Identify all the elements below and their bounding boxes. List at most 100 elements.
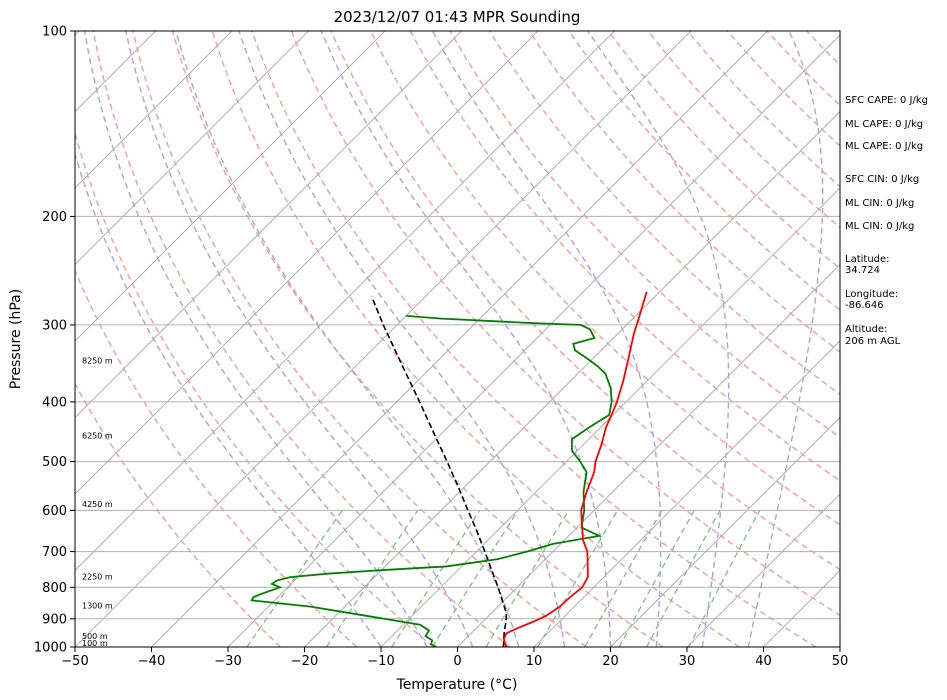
x-tick-label: 40: [755, 654, 772, 669]
height-label: 1300 m: [82, 602, 113, 611]
mixing-ratio-line: [688, 510, 761, 647]
info-longitude-label: Longitude:: [845, 289, 898, 300]
dry-adiabat: [75, 382, 281, 647]
info-ml-cin: ML CIN: 0 J/kg: [845, 198, 914, 209]
isotherm: [75, 31, 309, 266]
dry-adiabat: [647, 31, 840, 229]
height-label: 6250 m: [82, 431, 113, 440]
mixing-ratio-line: [431, 509, 519, 647]
mixing-ratio-line: [646, 510, 721, 647]
isotherm: [75, 31, 539, 495]
x-tick-label: 30: [679, 654, 696, 669]
info-panel: SFC CAPE: 0 J/kg ML CAPE: 0 J/kg ML CAPE…: [845, 95, 928, 347]
mixing-ratio-line: [537, 510, 619, 647]
x-tick-label: −10: [367, 654, 394, 669]
isotherm: [380, 187, 840, 647]
x-tick-label: 50: [832, 654, 849, 669]
dry-adiabat: [290, 31, 840, 617]
info-sfc-cin: SFC CIN: 0 J/kg: [845, 174, 919, 185]
info-sfc-cape: SFC CAPE: 0 J/kg: [845, 95, 928, 106]
y-tick-label: 100: [42, 25, 67, 40]
y-tick-label: 900: [42, 612, 67, 627]
height-label: 100 m: [82, 639, 108, 648]
moist-adiabat: [238, 31, 566, 647]
mixing-ratio-line: [325, 509, 419, 647]
y-tick-label: 700: [42, 545, 67, 560]
mixing-ratio-line: [391, 509, 481, 647]
isotherm: [533, 340, 840, 647]
chart-title: 2023/12/07 01:43 MPR Sounding: [334, 8, 581, 26]
isotherm: [610, 416, 840, 647]
moist-adiabat: [747, 31, 824, 647]
sounding-lines: [250, 291, 648, 647]
info-latitude-value: 34.724: [845, 265, 880, 276]
dry-adiabat: [528, 31, 840, 353]
y-tick-label: 1000: [34, 641, 67, 656]
x-tick-label: 10: [526, 654, 543, 669]
x-axis-label: Temperature (°C): [396, 677, 518, 693]
x-tick-label: −50: [61, 654, 88, 669]
y-tick-label: 200: [42, 210, 67, 225]
info-altitude-value: 206 m AGL: [845, 336, 901, 347]
x-tick-label: −20: [291, 654, 318, 669]
isotherm: [75, 31, 615, 572]
isotherm: [227, 34, 840, 647]
dry-adiabat: [370, 31, 840, 526]
y-tick-label: 400: [42, 395, 67, 410]
x-tick-label: −30: [214, 654, 241, 669]
y-tick-label: 600: [42, 504, 67, 519]
dry-adiabat: [607, 31, 840, 270]
y-tick-label: 500: [42, 455, 67, 470]
moist-adiabat: [587, 31, 730, 647]
info-ml-cin-2: ML CIN: 0 J/kg: [845, 221, 914, 232]
moist-adiabat: [320, 31, 612, 647]
dry-adiabat: [75, 130, 434, 647]
height-label: 2250 m: [82, 573, 113, 582]
y-tick-label: 800: [42, 581, 67, 596]
height-label: 4250 m: [82, 500, 113, 509]
dry-adiabat: [409, 31, 840, 482]
isotherm: [75, 31, 233, 189]
dry-adiabat: [489, 31, 840, 396]
mixing-ratio-line: [584, 510, 663, 647]
isotherm: [75, 31, 692, 647]
x-axis: −50 −40 −30 −20 −10 0 10 20 30 40 50: [61, 647, 848, 669]
mixing-ratio-line: [246, 509, 343, 647]
parcel-profile-line: [370, 296, 508, 647]
dewpoint-line: [250, 314, 613, 647]
x-tick-label: 0: [453, 654, 461, 669]
moist-adiabat: [125, 31, 474, 647]
dry-adiabat: [330, 31, 840, 571]
info-latitude-label: Latitude:: [845, 254, 890, 265]
isotherm: [151, 31, 768, 647]
isotherm: [457, 263, 840, 647]
dry-adiabat: [687, 31, 840, 188]
isotherm: [75, 31, 386, 342]
y-axis-label: Pressure (hPa): [8, 289, 24, 389]
isotherm: [0, 31, 3, 647]
mixing-ratio-line: [618, 510, 695, 647]
dry-adiabat: [132, 31, 587, 647]
moist-adiabat: [175, 31, 520, 647]
dry-adiabat: [92, 31, 511, 647]
dry-adiabat: [171, 31, 664, 647]
moist-adiabat: [83, 31, 428, 647]
info-ml-cape: ML CAPE: 0 J/kg: [845, 119, 923, 130]
dry-adiabat: [251, 31, 817, 647]
y-axis: 100 200 300 400 500 600 700 800 900 1000: [34, 25, 75, 656]
background-lines: [0, 31, 840, 647]
x-tick-label: −40: [138, 654, 165, 669]
y-tick-label: 300: [42, 318, 67, 333]
dry-adiabat: [449, 31, 840, 439]
height-label: 500 m: [82, 632, 108, 641]
isotherm: [75, 31, 462, 419]
info-altitude-label: Altitude:: [845, 324, 887, 335]
mixing-ratio-line: [485, 509, 570, 647]
x-tick-label: 20: [602, 654, 619, 669]
info-ml-cape-2: ML CAPE: 0 J/kg: [845, 141, 923, 152]
temperature-line: [502, 291, 648, 647]
moist-adiabat: [431, 31, 662, 647]
isotherm: [304, 110, 840, 647]
